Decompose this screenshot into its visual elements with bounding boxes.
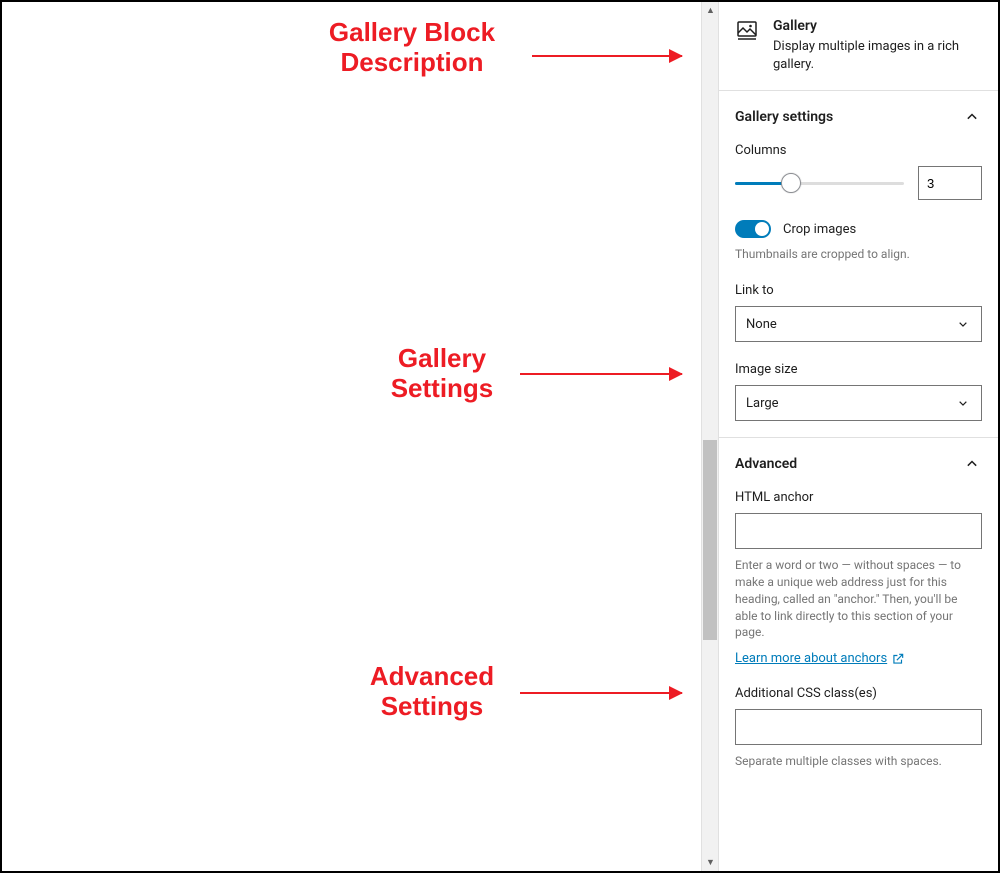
field-css-classes: Additional CSS class(es) Separate multip…: [735, 686, 982, 770]
panel-toggle-advanced[interactable]: Advanced: [719, 438, 998, 490]
panel-title: Gallery settings: [735, 109, 833, 125]
app-window: Gallery Block Description Gallery Settin…: [0, 0, 1000, 873]
callout-text: Settings: [352, 692, 512, 722]
css-classes-help: Separate multiple classes with spaces.: [735, 753, 982, 770]
scroll-up-icon[interactable]: ▲: [702, 2, 719, 19]
callout-text: Settings: [372, 374, 512, 404]
panel-toggle-gallery-settings[interactable]: Gallery settings: [719, 91, 998, 143]
chevron-down-icon: [955, 316, 971, 332]
image-size-select[interactable]: Large: [735, 385, 982, 421]
link-to-label: Link to: [735, 283, 982, 298]
scroll-down-icon[interactable]: ▼: [702, 854, 719, 871]
link-to-value: None: [746, 317, 777, 332]
panel-advanced: Advanced HTML anchor Enter a word or two…: [719, 438, 998, 786]
toggle-knob: [755, 222, 769, 236]
callout-text: Gallery Block: [302, 18, 522, 48]
editor-canvas: Gallery Block Description Gallery Settin…: [2, 2, 701, 871]
block-description: Display multiple images in a rich galler…: [773, 38, 982, 74]
panel-gallery-settings: Gallery settings Columns: [719, 91, 998, 438]
chevron-down-icon: [955, 395, 971, 411]
panel-body: Columns: [719, 143, 998, 437]
field-link-to: Link to None: [735, 283, 982, 342]
callout-text: Advanced: [352, 662, 512, 692]
crop-toggle-row: Crop images: [735, 220, 982, 238]
columns-slider[interactable]: [735, 173, 904, 193]
crop-help-text: Thumbnails are cropped to align.: [735, 246, 982, 263]
block-card: Gallery Display multiple images in a ric…: [719, 2, 998, 91]
css-classes-input[interactable]: [735, 709, 982, 745]
chevron-up-icon: [962, 454, 982, 474]
arrow-icon: [520, 373, 682, 375]
columns-input[interactable]: [918, 166, 982, 200]
crop-images-label: Crop images: [783, 222, 856, 237]
html-anchor-input[interactable]: [735, 513, 982, 549]
field-html-anchor: HTML anchor Enter a word or two — withou…: [735, 490, 982, 666]
css-classes-label: Additional CSS class(es): [735, 686, 982, 701]
slider-track: [735, 182, 904, 185]
external-link-icon: [891, 652, 905, 666]
gallery-icon: [735, 18, 759, 42]
block-inspector-sidebar: Gallery Display multiple images in a ric…: [718, 2, 998, 871]
arrow-icon: [520, 692, 682, 694]
panel-title: Advanced: [735, 456, 797, 472]
scrollbar-thumb[interactable]: [703, 440, 717, 640]
callout-block-description: Gallery Block Description: [302, 18, 522, 78]
image-size-label: Image size: [735, 362, 982, 377]
callout-gallery-settings: Gallery Settings: [372, 344, 512, 404]
link-text: Learn more about anchors: [735, 651, 887, 666]
callout-text: Gallery: [372, 344, 512, 374]
block-title: Gallery: [773, 18, 982, 34]
panel-body: HTML anchor Enter a word or two — withou…: [719, 490, 998, 786]
columns-control: [735, 166, 982, 200]
block-info: Gallery Display multiple images in a ric…: [773, 18, 982, 74]
callout-text: Description: [302, 48, 522, 78]
link-to-select[interactable]: None: [735, 306, 982, 342]
scrollbar[interactable]: ▲ ▼: [701, 2, 718, 871]
field-columns: Columns: [735, 143, 982, 200]
callout-advanced-settings: Advanced Settings: [352, 662, 512, 722]
html-anchor-help: Enter a word or two — without spaces — t…: [735, 557, 982, 641]
crop-images-toggle[interactable]: [735, 220, 771, 238]
chevron-up-icon: [962, 107, 982, 127]
arrow-icon: [532, 55, 682, 57]
slider-thumb[interactable]: [781, 173, 801, 193]
field-image-size: Image size Large: [735, 362, 982, 421]
learn-more-anchors-link[interactable]: Learn more about anchors: [735, 651, 905, 666]
field-crop-images: Crop images Thumbnails are cropped to al…: [735, 220, 982, 263]
image-size-value: Large: [746, 396, 779, 411]
columns-label: Columns: [735, 143, 982, 158]
html-anchor-label: HTML anchor: [735, 490, 982, 505]
